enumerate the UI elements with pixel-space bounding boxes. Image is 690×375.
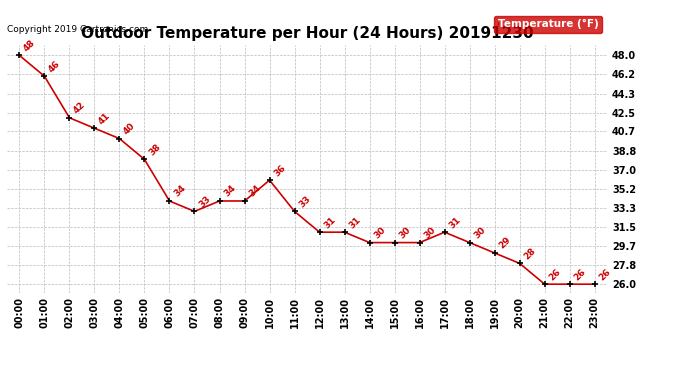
Text: 26: 26 xyxy=(598,267,613,282)
Text: 34: 34 xyxy=(247,184,262,199)
Title: Outdoor Temperature per Hour (24 Hours) 20191230: Outdoor Temperature per Hour (24 Hours) … xyxy=(81,26,533,41)
Text: 30: 30 xyxy=(422,225,437,240)
Text: 40: 40 xyxy=(122,121,137,136)
Text: Copyright 2019 Cartronics.com: Copyright 2019 Cartronics.com xyxy=(7,25,148,34)
Text: 34: 34 xyxy=(222,184,237,199)
Text: 30: 30 xyxy=(472,225,487,240)
Text: 36: 36 xyxy=(272,163,287,178)
Text: 48: 48 xyxy=(22,38,37,53)
Text: 26: 26 xyxy=(547,267,562,282)
Legend: Temperature (°F): Temperature (°F) xyxy=(494,15,602,33)
Text: 30: 30 xyxy=(397,225,412,240)
Text: 31: 31 xyxy=(447,215,462,230)
Text: 42: 42 xyxy=(72,100,87,116)
Text: 34: 34 xyxy=(172,184,187,199)
Text: 31: 31 xyxy=(322,215,337,230)
Text: 26: 26 xyxy=(572,267,587,282)
Text: 31: 31 xyxy=(347,215,362,230)
Text: 30: 30 xyxy=(372,225,387,240)
Text: 29: 29 xyxy=(497,236,513,251)
Text: 41: 41 xyxy=(97,111,112,126)
Text: 46: 46 xyxy=(47,59,62,74)
Text: 33: 33 xyxy=(197,194,213,209)
Text: 28: 28 xyxy=(522,246,538,261)
Text: 33: 33 xyxy=(297,194,313,209)
Text: 38: 38 xyxy=(147,142,162,157)
